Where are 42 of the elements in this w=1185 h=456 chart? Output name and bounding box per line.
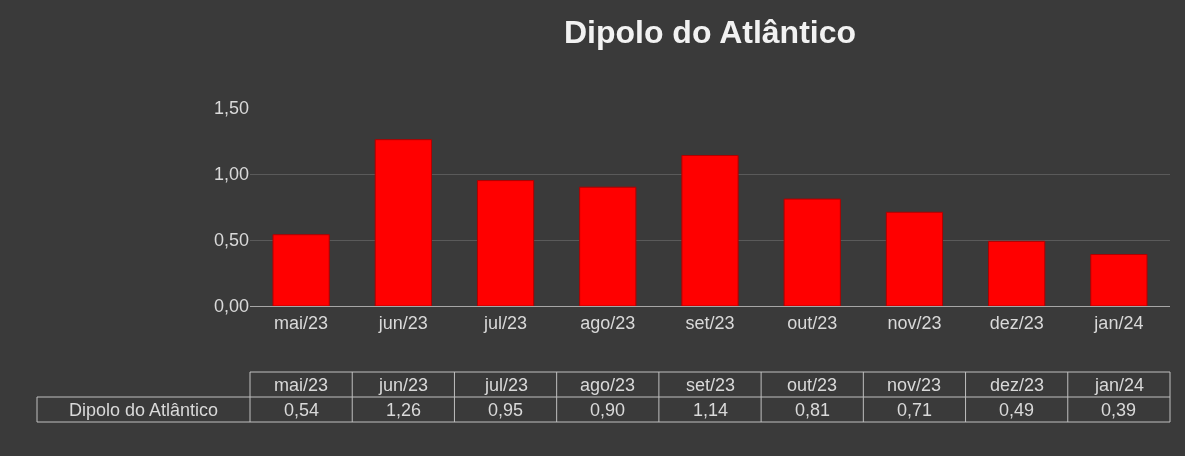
x-tick-label: set/23 <box>685 312 735 333</box>
data-label: 0,81 <box>795 400 831 420</box>
bar <box>272 234 330 306</box>
category-label: jul/23 <box>485 375 529 395</box>
y-tick-label: 1,00 <box>213 164 249 185</box>
bar <box>783 198 841 306</box>
y-tick-label: 1,50 <box>213 98 249 119</box>
data-label: 0,90 <box>590 400 626 420</box>
data-label: 0,39 <box>1101 400 1137 420</box>
bar <box>681 155 739 306</box>
data-label: 1,26 <box>386 400 422 420</box>
bar <box>374 139 432 306</box>
category-label: ago/23 <box>580 375 636 395</box>
data-label: 0,49 <box>999 400 1035 420</box>
category-label: dez/23 <box>990 375 1045 395</box>
bar <box>885 211 944 306</box>
x-tick-label: jan/24 <box>1093 312 1144 333</box>
chart-title: Dipolo do Atlântico <box>563 14 857 51</box>
y-tick-label: 0,00 <box>213 296 249 317</box>
x-tick-label: jun/23 <box>377 312 428 333</box>
category-label: mai/23 <box>274 375 329 395</box>
bar <box>988 240 1046 306</box>
data-label: 0,54 <box>284 400 320 420</box>
x-tick-label: ago/23 <box>580 312 636 333</box>
category-label: jun/23 <box>379 375 429 395</box>
x-tick-label: nov/23 <box>887 312 942 333</box>
text: Dipolo do Atlântico <box>69 400 219 420</box>
category-label: set/23 <box>686 375 736 395</box>
data-label: 0,71 <box>897 400 933 420</box>
category-label: jan/24 <box>1095 375 1145 395</box>
bar <box>1090 254 1148 306</box>
y-tick-label: 0,50 <box>213 230 249 251</box>
x-tick-label: jul/23 <box>483 312 528 333</box>
data-label: 1,14 <box>693 400 729 420</box>
x-tick-label: dez/23 <box>989 312 1044 333</box>
data-label: 0,95 <box>488 400 524 420</box>
x-tick-label: out/23 <box>787 312 838 333</box>
x-tick-label: mai/23 <box>274 312 329 333</box>
category-label: out/23 <box>787 375 838 395</box>
category-label: nov/23 <box>887 375 942 395</box>
bar <box>579 186 637 306</box>
bar <box>476 180 535 306</box>
